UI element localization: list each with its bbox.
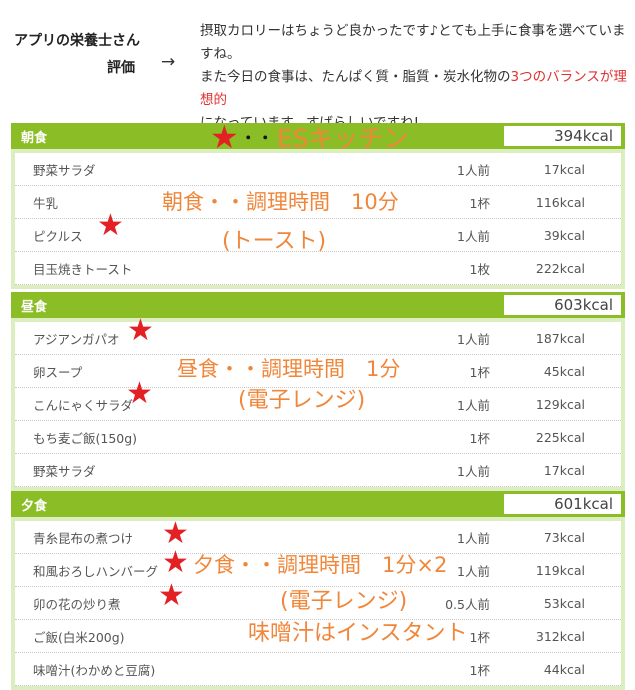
lunch-title: 昼食 <box>21 299 48 315</box>
food-kcal: 225kcal <box>535 429 585 445</box>
food-name: ピクルス <box>33 228 83 244</box>
food-kcal: 53kcal <box>543 595 585 611</box>
breakfast-header-bar: 朝食 394kcal <box>11 123 625 149</box>
breakfast-total-kcal: 394kcal <box>504 126 621 146</box>
table-row: 青糸昆布の煮つけ 1人前 73kcal <box>15 521 621 554</box>
food-portion: 0.5人前 <box>445 596 490 612</box>
food-portion: 1人前 <box>457 162 490 178</box>
food-kcal: 116kcal <box>535 194 585 210</box>
evaluation-comment: 摂取カロリーはちょうど良かったです♪とても上手に食事を選べていますね。 また今日… <box>200 20 634 135</box>
food-portion: 1杯 <box>469 364 490 380</box>
food-name: 卯の花の炒り煮 <box>33 596 121 612</box>
table-row: こんにゃくサラダ 1人前 129kcal <box>15 388 621 421</box>
arrow-right-icon: → <box>161 52 176 72</box>
dinner-title: 夕食 <box>21 498 48 514</box>
table-row: アジアンガパオ 1人前 187kcal <box>15 322 621 355</box>
food-kcal: 312kcal <box>535 628 585 644</box>
food-kcal: 39kcal <box>543 227 585 243</box>
table-row: 味噌汁(わかめと豆腐) 1杯 44kcal <box>15 653 621 686</box>
evaluation-title-line1: アプリの栄養士さん <box>14 33 140 49</box>
food-kcal: 187kcal <box>535 330 585 346</box>
table-row: 野菜サラダ 1人前 17kcal <box>15 454 621 487</box>
food-name: アジアンガパオ <box>33 331 120 347</box>
food-portion: 1枚 <box>469 261 490 277</box>
food-portion: 1人前 <box>457 463 490 479</box>
table-row: ピクルス 1人前 39kcal <box>15 219 621 252</box>
food-portion: 1人前 <box>457 397 490 413</box>
food-name: 味噌汁(わかめと豆腐) <box>33 662 156 678</box>
table-row: 卯の花の炒り煮 0.5人前 53kcal <box>15 587 621 620</box>
food-name: 和風おろしハンバーグ <box>33 563 159 579</box>
dinner-total-kcal: 601kcal <box>504 494 621 514</box>
food-portion: 1杯 <box>469 430 490 446</box>
evaluation-comment-line2: また今日の食事は、たんぱく質・脂質・炭水化物の3つのバランスが理想的 <box>200 66 634 112</box>
lunch-total-kcal: 603kcal <box>504 295 621 315</box>
evaluation-comment-line1: 摂取カロリーはちょうど良かったです♪とても上手に食事を選べていますね。 <box>200 23 626 62</box>
food-portion: 1人前 <box>457 331 490 347</box>
table-row: 牛乳 1杯 116kcal <box>15 186 621 219</box>
lunch-item-list: アジアンガパオ 1人前 187kcal 卵スープ 1杯 45kcal こんにゃく… <box>11 318 625 491</box>
evaluation-comment-line2-highlight: 3つのバランスが理想的 <box>200 69 627 108</box>
table-row: 卵スープ 1杯 45kcal <box>15 355 621 388</box>
table-row: もち麦ご飯(150g) 1杯 225kcal <box>15 421 621 454</box>
dinner-item-list: 青糸昆布の煮つけ 1人前 73kcal 和風おろしハンバーグ 1人前 119kc… <box>11 517 625 690</box>
food-portion: 1杯 <box>469 629 490 645</box>
food-name: 野菜サラダ <box>33 162 96 178</box>
food-portion: 1人前 <box>457 228 490 244</box>
food-kcal: 119kcal <box>535 562 585 578</box>
food-portion: 1人前 <box>457 530 490 546</box>
table-row: 和風おろしハンバーグ 1人前 119kcal <box>15 554 621 587</box>
food-name: こんにゃくサラダ <box>33 397 134 413</box>
food-name: 青糸昆布の煮つけ <box>33 530 134 546</box>
food-kcal: 129kcal <box>535 396 585 412</box>
food-name: ご飯(白米200g) <box>33 629 125 645</box>
table-row: 野菜サラダ 1人前 17kcal <box>15 153 621 186</box>
lunch-header-bar: 昼食 603kcal <box>11 292 625 318</box>
table-row: ご飯(白米200g) 1杯 312kcal <box>15 620 621 653</box>
evaluation-title-line2: 評価 <box>107 60 135 76</box>
dinner-header-bar: 夕食 601kcal <box>11 491 625 517</box>
evaluation-comment-line2-black: また今日の食事は、たんぱく質・脂質・炭水化物の <box>200 69 511 85</box>
food-portion: 1人前 <box>457 563 490 579</box>
food-name: もち麦ご飯(150g) <box>33 430 138 446</box>
food-name: 野菜サラダ <box>33 463 96 479</box>
food-kcal: 44kcal <box>543 661 585 677</box>
food-kcal: 17kcal <box>543 462 585 478</box>
food-kcal: 17kcal <box>543 161 585 177</box>
food-kcal: 45kcal <box>543 363 585 379</box>
food-kcal: 222kcal <box>535 260 585 276</box>
food-portion: 1杯 <box>469 195 490 211</box>
breakfast-title: 朝食 <box>21 130 48 146</box>
food-kcal: 73kcal <box>543 529 585 545</box>
food-name: 牛乳 <box>33 195 59 211</box>
breakfast-item-list: 野菜サラダ 1人前 17kcal 牛乳 1杯 116kcal ピクルス 1人前 … <box>11 149 625 289</box>
food-name: 目玉焼きトースト <box>33 261 133 277</box>
food-portion: 1杯 <box>469 662 490 678</box>
food-name: 卵スープ <box>33 364 83 380</box>
table-row: 目玉焼きトースト 1枚 222kcal <box>15 252 621 285</box>
